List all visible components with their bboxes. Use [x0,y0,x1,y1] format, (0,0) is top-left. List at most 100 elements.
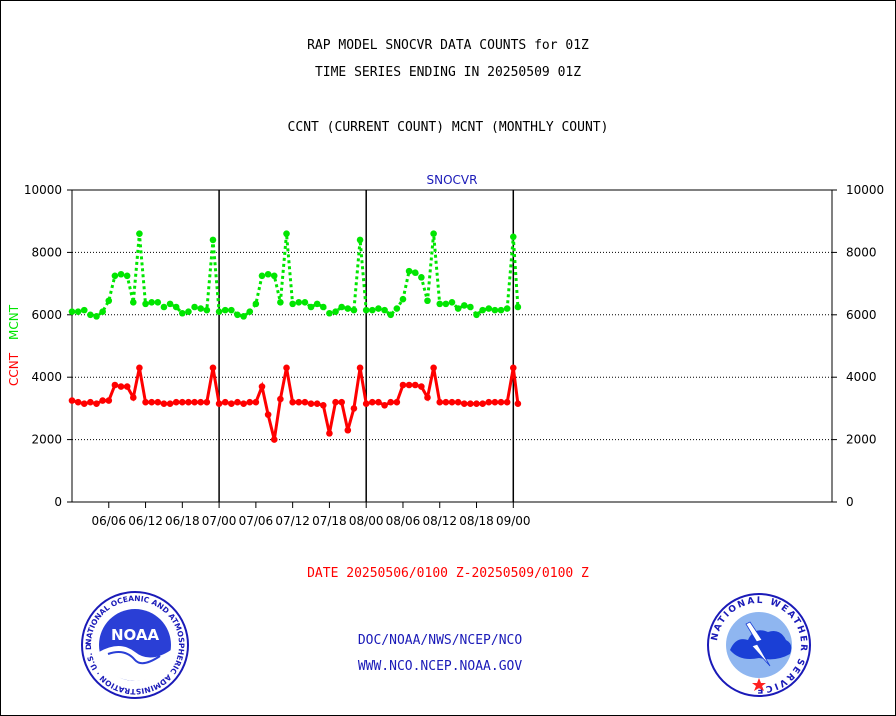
data-point-mcnt [258,272,266,280]
data-point-ccnt [240,400,247,408]
data-point-mcnt [514,303,522,311]
data-point-ccnt [74,398,82,406]
footer-org-link[interactable]: DOC/NOAA/NWS/NCEP/NCO [357,633,523,648]
x-tick-label: 07/06 [239,514,274,528]
data-point-mcnt [277,299,284,306]
y-axis-label-mcnt: MCNT [7,304,21,340]
x-tick-label: 08/12 [422,514,457,528]
data-point-ccnt [319,401,327,409]
data-point-ccnt [264,411,272,418]
data-point-mcnt [74,308,82,315]
data-point-ccnt [514,400,522,408]
data-point-mcnt [460,302,468,309]
data-point-mcnt [362,306,370,314]
data-point-ccnt [105,397,113,404]
y-tick-label-right: 6000 [846,308,877,322]
data-point-ccnt [399,381,407,389]
y-tick-label-left: 8000 [31,245,62,259]
data-point-mcnt [473,311,480,319]
data-point-ccnt [362,400,370,408]
y-tick-label-right: 8000 [846,245,877,259]
data-point-mcnt [509,233,517,241]
data-point-mcnt [228,306,235,314]
data-point-mcnt [142,300,149,308]
data-point-mcnt [301,299,309,306]
data-point-ccnt [179,398,186,406]
data-point-mcnt [234,311,241,319]
x-tick-label: 07/18 [312,514,347,528]
data-point-ccnt [117,383,125,390]
data-point-ccnt [172,398,180,406]
x-tick-label: 07/00 [202,514,237,528]
data-point-mcnt [123,272,131,280]
data-point-mcnt [295,299,303,306]
data-point-mcnt [240,313,247,320]
data-point-ccnt [123,383,131,390]
data-point-mcnt [179,309,186,317]
data-point-mcnt [491,306,499,314]
data-point-ccnt [436,398,444,406]
data-point-ccnt [424,394,431,401]
data-point-ccnt [277,395,284,403]
chart-subtitle: CCNT (CURRENT COUNT) MCNT (MONTHLY COUNT… [287,120,609,135]
data-point-mcnt [338,303,345,311]
data-point-ccnt [129,394,137,401]
data-point-ccnt [289,398,296,406]
data-point-ccnt [234,398,241,406]
data-point-mcnt [283,230,290,237]
data-point-mcnt [191,303,198,311]
data-point-ccnt [191,398,198,406]
data-point-mcnt [454,305,462,312]
data-point-ccnt [142,398,149,406]
data-point-mcnt [350,306,358,314]
data-point-ccnt [154,398,162,406]
y-tick-label-right: 4000 [846,370,877,384]
data-point-mcnt [326,309,333,317]
data-point-mcnt [264,270,272,278]
data-point-ccnt [283,364,290,372]
data-point-mcnt [436,300,444,308]
data-point-ccnt [485,398,493,406]
data-point-ccnt [185,398,192,406]
chart-title-line1: RAP MODEL SNOCVR DATA COUNTS for 01Z [307,38,589,53]
data-point-ccnt [375,398,382,406]
data-point-mcnt [430,230,437,237]
data-point-ccnt [270,436,278,443]
data-point-ccnt [307,400,315,408]
data-point-mcnt [369,306,376,314]
x-tick-label: 08/18 [459,514,494,528]
data-point-mcnt [105,297,113,305]
x-tick-label: 06/06 [91,514,126,528]
footer-url-link[interactable]: WWW.NCO.NCEP.NOAA.GOV [357,659,523,674]
data-point-ccnt [93,400,100,408]
data-point-mcnt [154,299,162,306]
nws-logo: NATIONAL WEATHER SERVICE [707,593,811,697]
data-point-mcnt [99,308,106,315]
data-point-ccnt [350,405,358,412]
data-point-ccnt [460,400,468,408]
data-point-mcnt [467,303,474,311]
data-point-mcnt [381,306,388,314]
data-point-mcnt [93,313,100,320]
data-point-ccnt [326,430,333,437]
data-point-ccnt [369,398,376,406]
plot-title: SNOCVR [427,173,478,187]
x-tick-label: 07/12 [275,514,310,528]
noaa-logo: NATIONAL OCEANIC AND ATMOSPHERIC ADMINIS… [80,590,189,699]
data-point-mcnt [399,295,407,303]
data-point-mcnt [111,272,119,280]
data-point-mcnt [209,236,217,244]
data-point-mcnt [503,305,511,312]
x-tick-label: 08/00 [349,514,384,528]
data-point-mcnt [448,299,456,306]
data-point-ccnt [301,398,309,406]
y-tick-label-left: 10000 [24,183,62,197]
data-point-mcnt [313,300,321,308]
data-point-mcnt [136,230,143,237]
data-point-ccnt [68,397,76,404]
y-tick-label-right: 0 [846,495,854,509]
chart-title-line2: TIME SERIES ENDING IN 20250509 01Z [314,65,582,80]
data-point-mcnt [332,308,339,315]
data-point-mcnt [411,269,419,276]
data-point-ccnt [338,398,345,406]
